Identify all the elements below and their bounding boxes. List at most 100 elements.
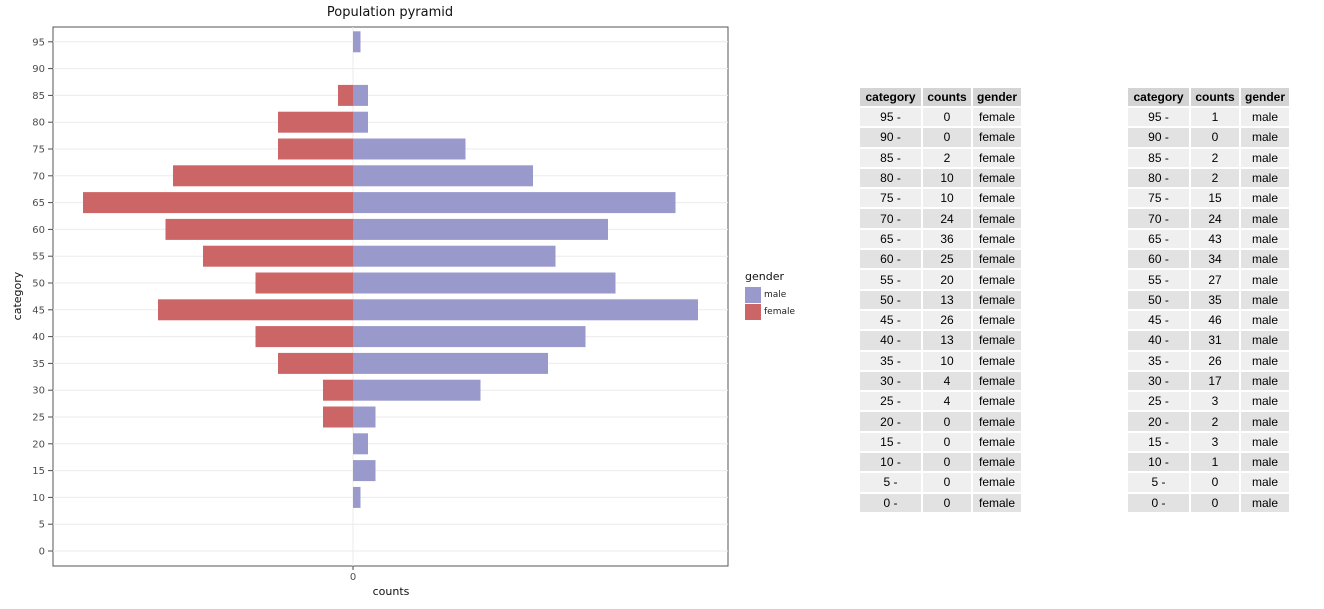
table-row: 40 -13 female: [860, 331, 1022, 350]
table-cell-category: 30 -: [860, 371, 921, 391]
table-row: 90 -0 male: [1128, 128, 1290, 147]
bar-female-60: [165, 218, 353, 240]
bar-male-85: [353, 84, 368, 106]
y-tick-label: 90: [32, 64, 45, 75]
table-cell-gender: male: [1241, 331, 1290, 350]
y-tick-label: 40: [32, 332, 45, 343]
table-row: 0 -0 female: [860, 493, 1022, 512]
y-tick-label: 65: [32, 198, 45, 209]
y-tick-label: 55: [32, 252, 45, 263]
table-cell-gender: male: [1241, 108, 1290, 127]
table-header-row: category counts gender: [860, 88, 1022, 106]
column-header-counts: counts: [1191, 88, 1239, 106]
bar-male-45: [353, 299, 698, 321]
table-cell-counts: 2: [1191, 148, 1239, 167]
population-pyramid-chart: Population pyramid 0 5 10 15 20 25 30 35 40 45 50 5…: [11, 5, 729, 598]
bar-female-70: [173, 165, 353, 187]
table-row: 20 -0 female: [860, 412, 1022, 431]
table-cell-category: 15 -: [860, 432, 921, 452]
table-cell-counts: 3: [1191, 392, 1239, 411]
table-row: 70 -24 male: [1128, 209, 1290, 228]
table-cell-category: 0 -: [1128, 493, 1189, 512]
table-row: 65 -43 male: [1128, 229, 1290, 249]
table-cell-gender: female: [973, 250, 1022, 269]
bar-male-80: [353, 111, 368, 133]
table-cell-gender: female: [973, 351, 1022, 370]
table-cell-category: 70 -: [860, 209, 921, 228]
plot-panel: [52, 26, 729, 567]
table-cell-counts: 36: [923, 229, 971, 249]
y-tick-label: 15: [32, 466, 45, 477]
table-row: 70 -24 female: [860, 209, 1022, 228]
table-row: 75 -15 male: [1128, 189, 1290, 208]
bar-male-75: [353, 138, 466, 160]
table-cell-category: 5 -: [860, 473, 921, 492]
bar-female-80: [278, 111, 353, 133]
table-row: 0 -0 male: [1128, 493, 1290, 512]
table-cell-gender: female: [973, 229, 1022, 249]
table-cell-category: 50 -: [1128, 290, 1189, 309]
bar-male-10: [353, 486, 361, 508]
table-cell-category: 10 -: [1128, 453, 1189, 472]
table-cell-category: 40 -: [1128, 331, 1189, 350]
table-cell-counts: 1: [1191, 453, 1239, 472]
table-cell-counts: 46: [1191, 310, 1239, 330]
table-cell-counts: 0: [923, 128, 971, 147]
table-cell-category: 70 -: [1128, 209, 1189, 228]
column-header-gender: gender: [973, 88, 1022, 106]
y-tick-label: 45: [32, 305, 45, 316]
x-axis-label: counts: [373, 585, 410, 598]
y-tick-label: 30: [32, 386, 45, 397]
table-cell-gender: female: [973, 432, 1022, 452]
table-cell-gender: female: [973, 209, 1022, 228]
y-tick-label: 0: [39, 547, 45, 558]
y-tick-label: 25: [32, 413, 45, 424]
table-row: 5 -0 female: [860, 473, 1022, 492]
table-cell-category: 65 -: [860, 229, 921, 249]
y-tick-label: 5: [39, 520, 45, 531]
axes: 0 5 10 15 20 25 30 35 40 45 50 55 60 65 70 75 80 85 90 95 0: [32, 37, 356, 583]
table-header-row: category counts gender: [1128, 88, 1290, 106]
table-cell-counts: 15: [1191, 189, 1239, 208]
table-row: 80 -10 female: [860, 168, 1022, 188]
table-cell-gender: female: [973, 392, 1022, 411]
table-cell-category: 80 -: [1128, 168, 1189, 188]
table-cell-counts: 13: [923, 290, 971, 309]
y-tick-label: 20: [32, 439, 45, 450]
table-cell-gender: female: [973, 270, 1022, 289]
table-cell-category: 25 -: [860, 392, 921, 411]
table-row: 55 -27 male: [1128, 270, 1290, 289]
bar-male-50: [353, 272, 616, 294]
table-cell-category: 45 -: [860, 310, 921, 330]
table-cell-gender: male: [1241, 392, 1290, 411]
table-cell-counts: 0: [923, 412, 971, 431]
y-tick-label: 10: [32, 493, 45, 504]
y-tick-label: 60: [32, 225, 45, 236]
table-cell-category: 50 -: [860, 290, 921, 309]
table-row: 10 -1 male: [1128, 453, 1290, 472]
legend-swatch-male: [745, 286, 761, 303]
table-cell-gender: female: [973, 189, 1022, 208]
y-tick-label: 95: [32, 37, 45, 48]
table-row: 35 -26 male: [1128, 351, 1290, 370]
table-cell-counts: 20: [923, 270, 971, 289]
table-cell-counts: 24: [1191, 209, 1239, 228]
table-row: 15 -0 female: [860, 432, 1022, 452]
y-tick-label: 85: [32, 91, 45, 102]
bar-female-40: [255, 326, 353, 348]
legend-swatch-female: [745, 303, 761, 320]
table-row: 80 -2 male: [1128, 168, 1290, 188]
table-row: 95 -0 female: [860, 108, 1022, 127]
table-cell-counts: 0: [1191, 473, 1239, 492]
bar-female-75: [278, 138, 353, 160]
table-cell-category: 10 -: [860, 453, 921, 472]
table-cell-gender: male: [1241, 189, 1290, 208]
legend-label-female: female: [764, 306, 796, 317]
table-cell-counts: 24: [923, 209, 971, 228]
table-cell-counts: 43: [1191, 229, 1239, 249]
table-row: 45 -26 female: [860, 310, 1022, 330]
table-cell-gender: male: [1241, 351, 1290, 370]
table-row: 75 -10 female: [860, 189, 1022, 208]
table-cell-category: 45 -: [1128, 310, 1189, 330]
table-cell-category: 20 -: [860, 412, 921, 431]
